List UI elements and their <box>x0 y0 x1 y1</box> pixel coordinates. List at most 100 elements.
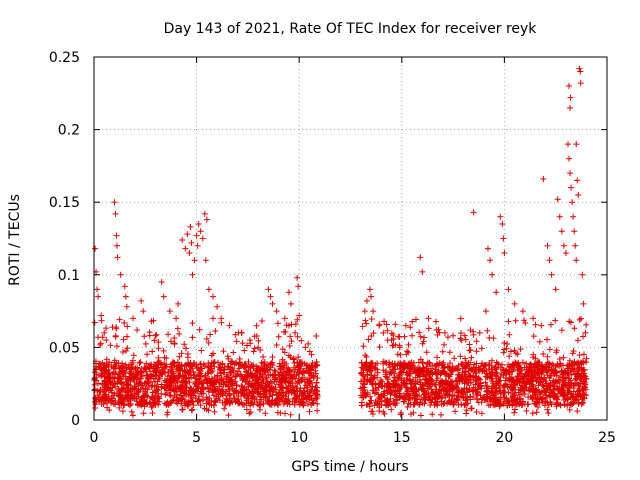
data-point <box>558 228 565 235</box>
data-point <box>196 367 203 374</box>
data-point <box>253 396 260 403</box>
data-point <box>174 359 181 366</box>
data-point <box>152 378 159 385</box>
data-point <box>197 402 204 409</box>
data-point <box>401 333 408 340</box>
data-point <box>510 377 517 384</box>
data-point <box>408 359 415 366</box>
data-point <box>434 402 441 409</box>
data-point <box>154 364 161 371</box>
data-point <box>227 360 234 367</box>
data-point <box>573 141 580 148</box>
data-point <box>359 371 366 378</box>
data-point <box>247 409 254 416</box>
data-point <box>100 401 107 408</box>
data-point <box>426 394 433 401</box>
data-point <box>265 286 272 293</box>
data-point <box>272 368 279 375</box>
data-point <box>292 321 299 328</box>
data-point <box>275 333 282 340</box>
data-point <box>396 387 403 394</box>
data-point <box>251 345 258 352</box>
data-point <box>165 331 172 338</box>
data-point <box>413 391 420 398</box>
data-point <box>505 389 512 396</box>
data-point <box>566 406 573 413</box>
data-point <box>462 355 469 362</box>
data-point <box>287 333 294 340</box>
data-point <box>520 372 527 379</box>
data-point <box>243 368 250 375</box>
data-point <box>101 373 108 380</box>
data-point <box>187 223 194 230</box>
data-point <box>116 371 123 378</box>
data-point <box>567 104 574 111</box>
data-point <box>402 361 409 368</box>
data-point <box>467 379 474 386</box>
data-point <box>458 337 465 344</box>
data-point <box>267 371 274 378</box>
data-point <box>133 371 140 378</box>
data-point <box>560 354 567 361</box>
data-point <box>508 374 515 381</box>
data-point <box>463 410 470 417</box>
data-point <box>516 396 523 403</box>
data-point <box>288 374 295 381</box>
data-point <box>429 362 436 369</box>
data-point <box>570 395 577 402</box>
data-point <box>446 383 453 390</box>
data-point <box>370 375 377 382</box>
data-point <box>178 361 185 368</box>
data-point <box>224 353 231 360</box>
data-point <box>547 321 554 328</box>
data-point <box>109 380 116 387</box>
data-point <box>574 408 581 415</box>
data-point <box>503 395 510 402</box>
data-point <box>291 401 298 408</box>
data-point <box>581 367 588 374</box>
data-point <box>377 379 384 386</box>
data-point <box>446 360 453 367</box>
data-point <box>99 367 106 374</box>
data-point <box>416 329 423 336</box>
data-point <box>123 333 130 340</box>
data-point <box>470 394 477 401</box>
data-point <box>211 398 218 405</box>
data-point <box>113 360 120 367</box>
data-point <box>421 334 428 341</box>
data-point <box>225 383 232 390</box>
data-point <box>433 377 440 384</box>
y-tick-label: 0.05 <box>49 340 80 356</box>
data-point <box>258 359 265 366</box>
data-point <box>491 402 498 409</box>
data-point <box>274 320 281 327</box>
data-point <box>570 348 577 355</box>
data-point <box>140 308 147 315</box>
data-point <box>478 410 485 417</box>
data-point <box>368 397 375 404</box>
data-point <box>302 382 309 389</box>
data-point <box>153 386 160 393</box>
data-point <box>405 392 412 399</box>
data-point <box>359 323 366 330</box>
data-point <box>170 368 177 375</box>
data-point <box>394 351 401 358</box>
data-point <box>260 400 267 407</box>
data-point <box>530 315 537 322</box>
data-point <box>401 380 408 387</box>
data-point <box>460 394 467 401</box>
data-point <box>529 410 536 417</box>
data-point <box>287 300 294 307</box>
data-point <box>225 355 232 362</box>
data-point <box>363 297 370 304</box>
data-point <box>129 315 136 322</box>
data-point <box>470 388 477 395</box>
data-point <box>468 354 475 361</box>
data-point <box>511 300 518 307</box>
data-point <box>563 374 570 381</box>
data-point <box>547 393 554 400</box>
data-point <box>368 333 375 340</box>
data-point <box>470 209 477 216</box>
data-point <box>171 335 178 342</box>
data-point <box>292 394 299 401</box>
